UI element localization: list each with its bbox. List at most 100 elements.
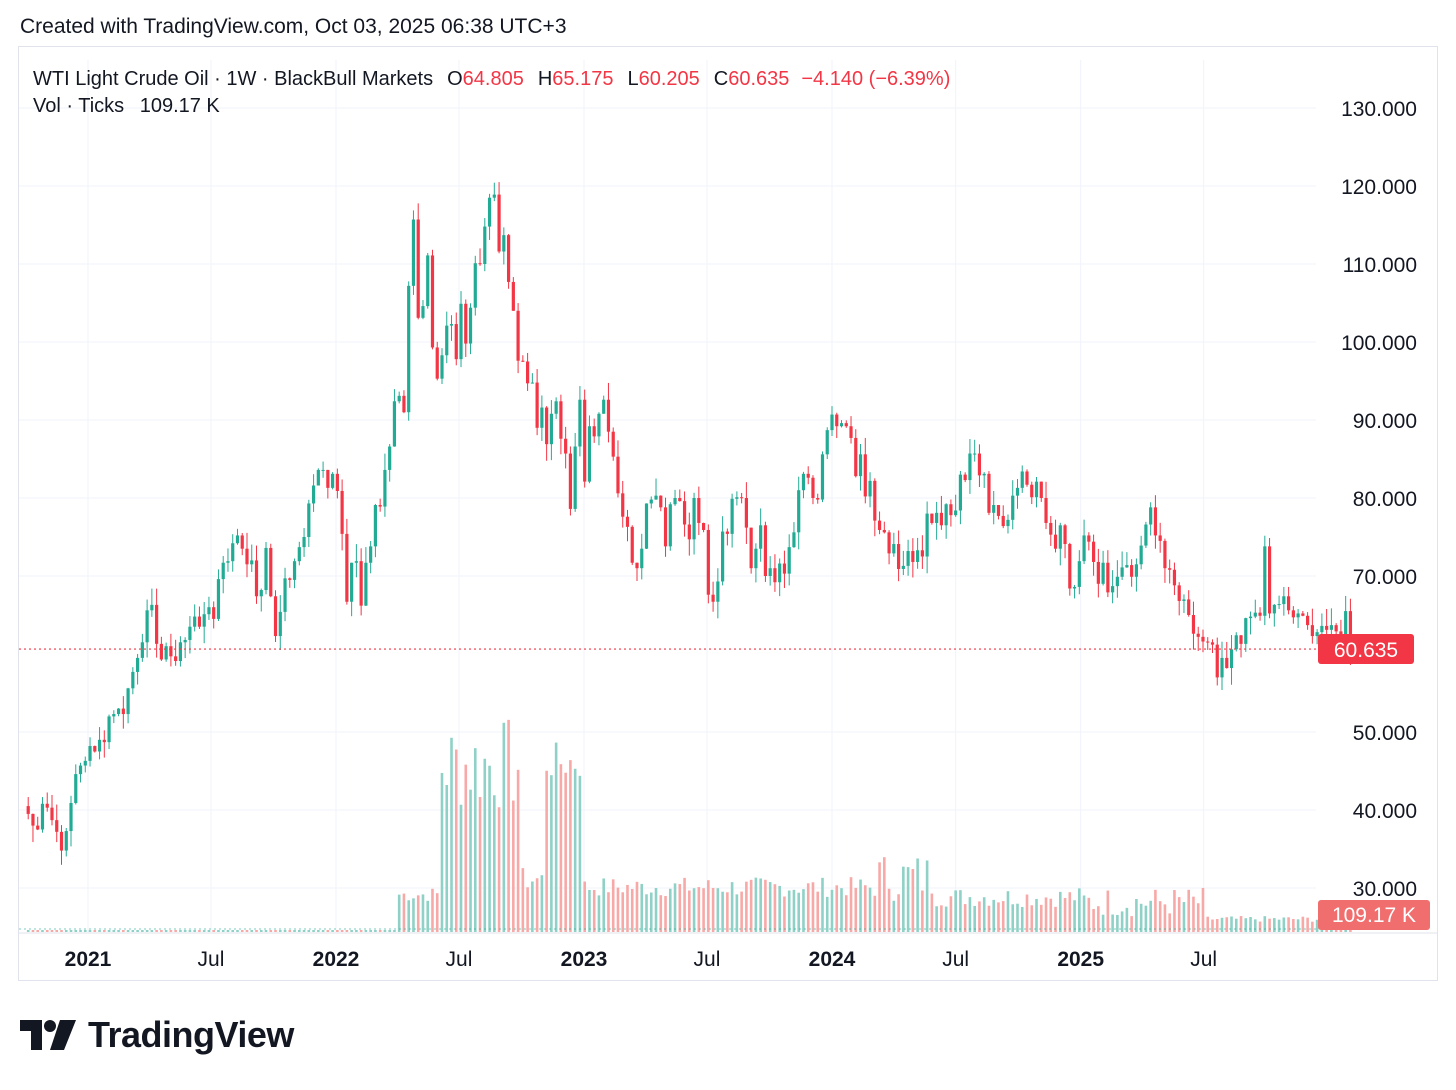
candle-body [858, 454, 863, 477]
candle-body [901, 565, 905, 569]
volume-bar [202, 930, 206, 932]
volume-bar [416, 895, 420, 932]
x-axis-label: Jul [446, 948, 473, 971]
volume-bar [692, 888, 696, 932]
chart-frame [18, 46, 1438, 981]
volume-bar [426, 900, 430, 932]
candle-body [1220, 657, 1224, 678]
candle-body [792, 532, 796, 548]
candle-body [102, 739, 106, 743]
candle-body [835, 414, 839, 427]
volume-bar [811, 882, 815, 932]
volume-bar [464, 764, 468, 932]
candle-body [839, 423, 844, 427]
candle-body [221, 562, 225, 580]
volume-bar [821, 877, 824, 932]
candle-body [430, 255, 435, 348]
candle-body [1177, 585, 1181, 601]
symbol-title[interactable]: WTI Light Crude Oil · 1W · BlackBull Mar… [33, 68, 434, 90]
candle-body [297, 547, 301, 562]
candle-body [131, 671, 135, 689]
tradingview-logo[interactable]: TradingView [20, 1014, 294, 1056]
candle-body [811, 477, 815, 498]
volume-bar [664, 896, 667, 932]
volume-bar [1163, 904, 1167, 932]
candle-body [36, 825, 40, 830]
volume-bar [992, 899, 996, 932]
volume-bar [1082, 895, 1086, 932]
volume-bar [564, 772, 567, 932]
volume-bar [274, 930, 277, 932]
volume-bar [540, 875, 544, 932]
volume-bar [602, 878, 606, 932]
candle-body [540, 407, 544, 428]
volume-bar [1025, 894, 1029, 932]
x-axis-label: 2024 [809, 948, 856, 971]
candle-body [1030, 484, 1034, 498]
volume-bar [1139, 903, 1143, 932]
candle-body [402, 395, 406, 413]
candle-body [364, 562, 368, 606]
volume-bar [283, 930, 287, 932]
volume-bar [1144, 905, 1148, 932]
last-price-badge [1318, 634, 1414, 665]
candle-body [849, 426, 853, 438]
last-price-label: 60.635 [1334, 639, 1398, 662]
candle-body [1158, 535, 1162, 541]
candle-body [459, 303, 463, 360]
candle-body [735, 497, 739, 499]
candle-body [825, 430, 829, 455]
candle-body [935, 512, 939, 523]
volume-label[interactable]: Vol · Ticks [33, 95, 125, 117]
candle-body [397, 395, 401, 402]
volume-bar [364, 930, 368, 932]
candle-body [487, 197, 492, 227]
volume-bar [521, 868, 525, 932]
volume-bar [321, 930, 325, 932]
candle-body [644, 503, 649, 549]
volume-bar [393, 930, 396, 932]
candle-body [759, 525, 763, 549]
volume-bar [526, 887, 529, 932]
candle-body [411, 219, 416, 286]
candle-body [207, 607, 211, 615]
candle-body [235, 535, 240, 544]
volume-bar [688, 890, 691, 932]
candle-body [1306, 615, 1310, 626]
candle-body [549, 413, 553, 445]
volume-bar [435, 893, 439, 932]
volume-bar [1111, 914, 1114, 932]
volume-bar [973, 905, 976, 932]
volume-bar [925, 860, 929, 932]
candle-body [797, 490, 801, 533]
price-chart[interactable]: 130.000 120.000 110.000 100.000 90.000 80.000… [0, 0, 1456, 1000]
candle-body [1282, 596, 1286, 605]
candle-body [987, 473, 991, 513]
volume-bar [859, 879, 862, 932]
candle-body [977, 453, 982, 476]
candle-body [659, 495, 663, 508]
volume-bar [897, 894, 900, 932]
candle-body [278, 611, 282, 637]
volume-legend: Vol · Ticks 109.17 K [33, 95, 220, 118]
candle-body [359, 561, 363, 606]
candle-body [663, 507, 668, 547]
volume-bar [36, 930, 40, 932]
x-axis-label: Jul [942, 948, 969, 971]
volume-bar [221, 930, 225, 932]
volume-bar [987, 905, 991, 932]
volume-bar [887, 888, 891, 932]
candle-body [93, 746, 97, 752]
candle-body [1139, 545, 1143, 565]
candle-body [326, 469, 330, 488]
volume-bar [959, 890, 962, 932]
volume-bar [745, 881, 748, 932]
volume-bar [122, 930, 125, 932]
volume-value: 109.17 K [139, 95, 220, 117]
volume-bar [383, 930, 387, 932]
volume-bar [1311, 921, 1314, 932]
candle-body [240, 535, 244, 549]
candle-body [202, 614, 206, 627]
candle-body [107, 716, 111, 743]
volume-bar [559, 764, 563, 932]
